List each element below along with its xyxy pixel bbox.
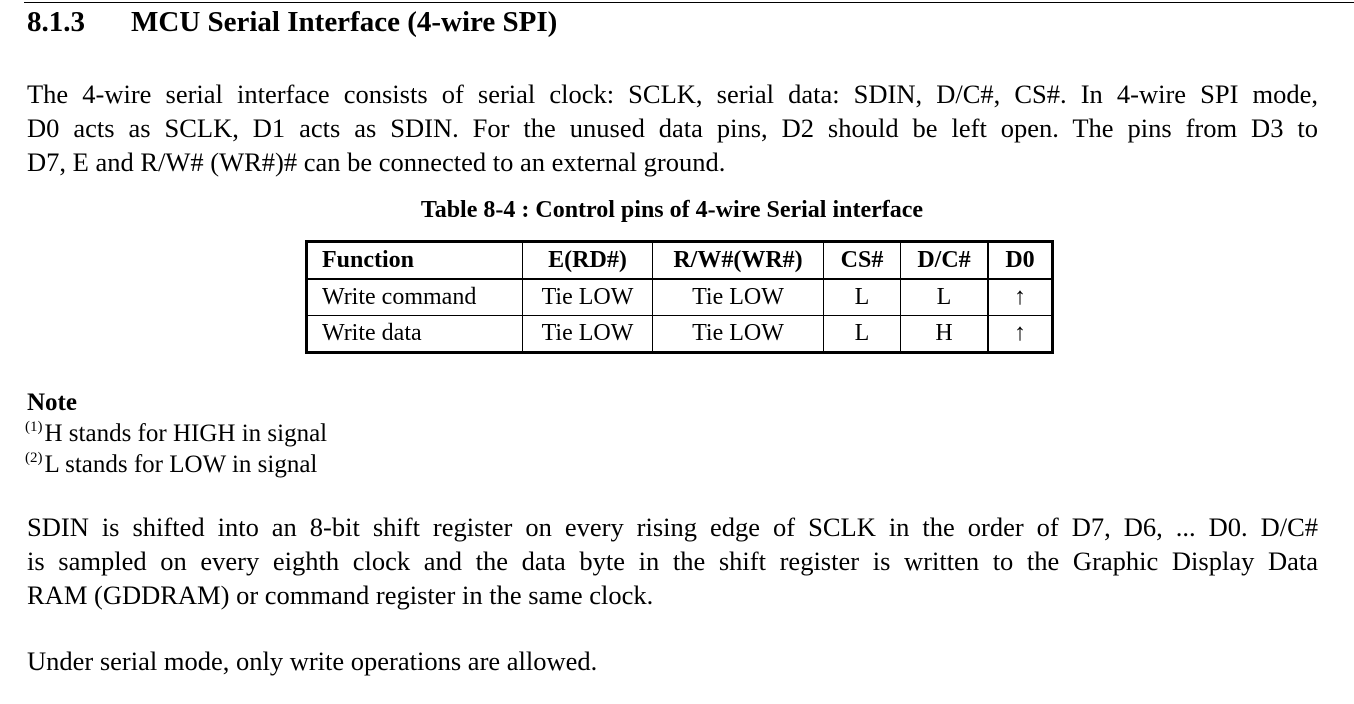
- table-row: Write command Tie LOW Tie LOW L L ↑: [306, 278, 1053, 316]
- table-header-row: Function E(RD#) R/W#(WR#) CS# D/C# D0: [306, 241, 1053, 280]
- note-marker: (2): [25, 450, 43, 466]
- note-item: (2)L stands for LOW in signal: [25, 450, 317, 480]
- top-rule: [24, 2, 1354, 3]
- intro-line: D7, E and R/W# (WR#)# can be connected t…: [27, 147, 726, 177]
- table-cell: Tie LOW: [652, 278, 824, 316]
- header-cell: Function: [306, 241, 523, 280]
- table-cell: L: [900, 278, 989, 316]
- control-pins-table: Function E(RD#) R/W#(WR#) CS# D/C# D0 Wr…: [305, 240, 1054, 354]
- table-caption: Table 8-4 : Control pins of 4-wire Seria…: [420, 197, 924, 223]
- header-cell: CS#: [823, 241, 901, 280]
- body-line: SDIN is shifted into an 8-bit shift regi…: [27, 512, 1318, 542]
- table-cell: Tie LOW: [522, 278, 653, 316]
- shift-register-paragraph: SDIN is shifted into an 8-bit shift regi…: [27, 510, 1318, 612]
- table-cell: H: [900, 315, 989, 353]
- table-cell: Write data: [306, 315, 523, 353]
- note-marker: (1): [25, 419, 43, 435]
- header-cell: D0: [987, 241, 1053, 280]
- section-heading: 8.1.3 MCU Serial Interface (4-wire SPI): [27, 4, 557, 40]
- note-title: Note: [27, 389, 77, 416]
- section-number: 8.1.3: [27, 6, 85, 38]
- table-cell: L: [823, 278, 901, 316]
- rising-edge-cell: ↑: [987, 278, 1053, 316]
- section-title: MCU Serial Interface (4-wire SPI): [131, 6, 558, 38]
- header-cell: R/W#(WR#): [652, 241, 824, 280]
- note-item: (1)H stands for HIGH in signal: [25, 419, 327, 449]
- body-line: Under serial mode, only write operations…: [27, 646, 598, 676]
- intro-line: D0 acts as SCLK, D1 acts as SDIN. For th…: [27, 113, 1318, 143]
- header-cell: D/C#: [900, 241, 989, 280]
- table-row: Write data Tie LOW Tie LOW L H ↑: [306, 315, 1053, 353]
- intro-paragraph: The 4-wire serial interface consists of …: [27, 77, 1318, 179]
- table-cell: Tie LOW: [522, 315, 653, 353]
- serial-mode-paragraph: Under serial mode, only write operations…: [27, 644, 1318, 678]
- note-text: H stands for HIGH in signal: [44, 420, 328, 447]
- body-line: RAM (GDDRAM) or command register in the …: [27, 580, 654, 610]
- rising-edge-cell: ↑: [987, 315, 1053, 353]
- note-text: L stands for LOW in signal: [44, 451, 318, 478]
- header-cell: E(RD#): [522, 241, 653, 280]
- table-cell: Tie LOW: [652, 315, 824, 353]
- table-cell: L: [823, 315, 901, 353]
- table-cell: Write command: [306, 278, 523, 316]
- body-line: is sampled on every eighth clock and the…: [27, 546, 1318, 576]
- intro-line: The 4-wire serial interface consists of …: [27, 79, 1318, 109]
